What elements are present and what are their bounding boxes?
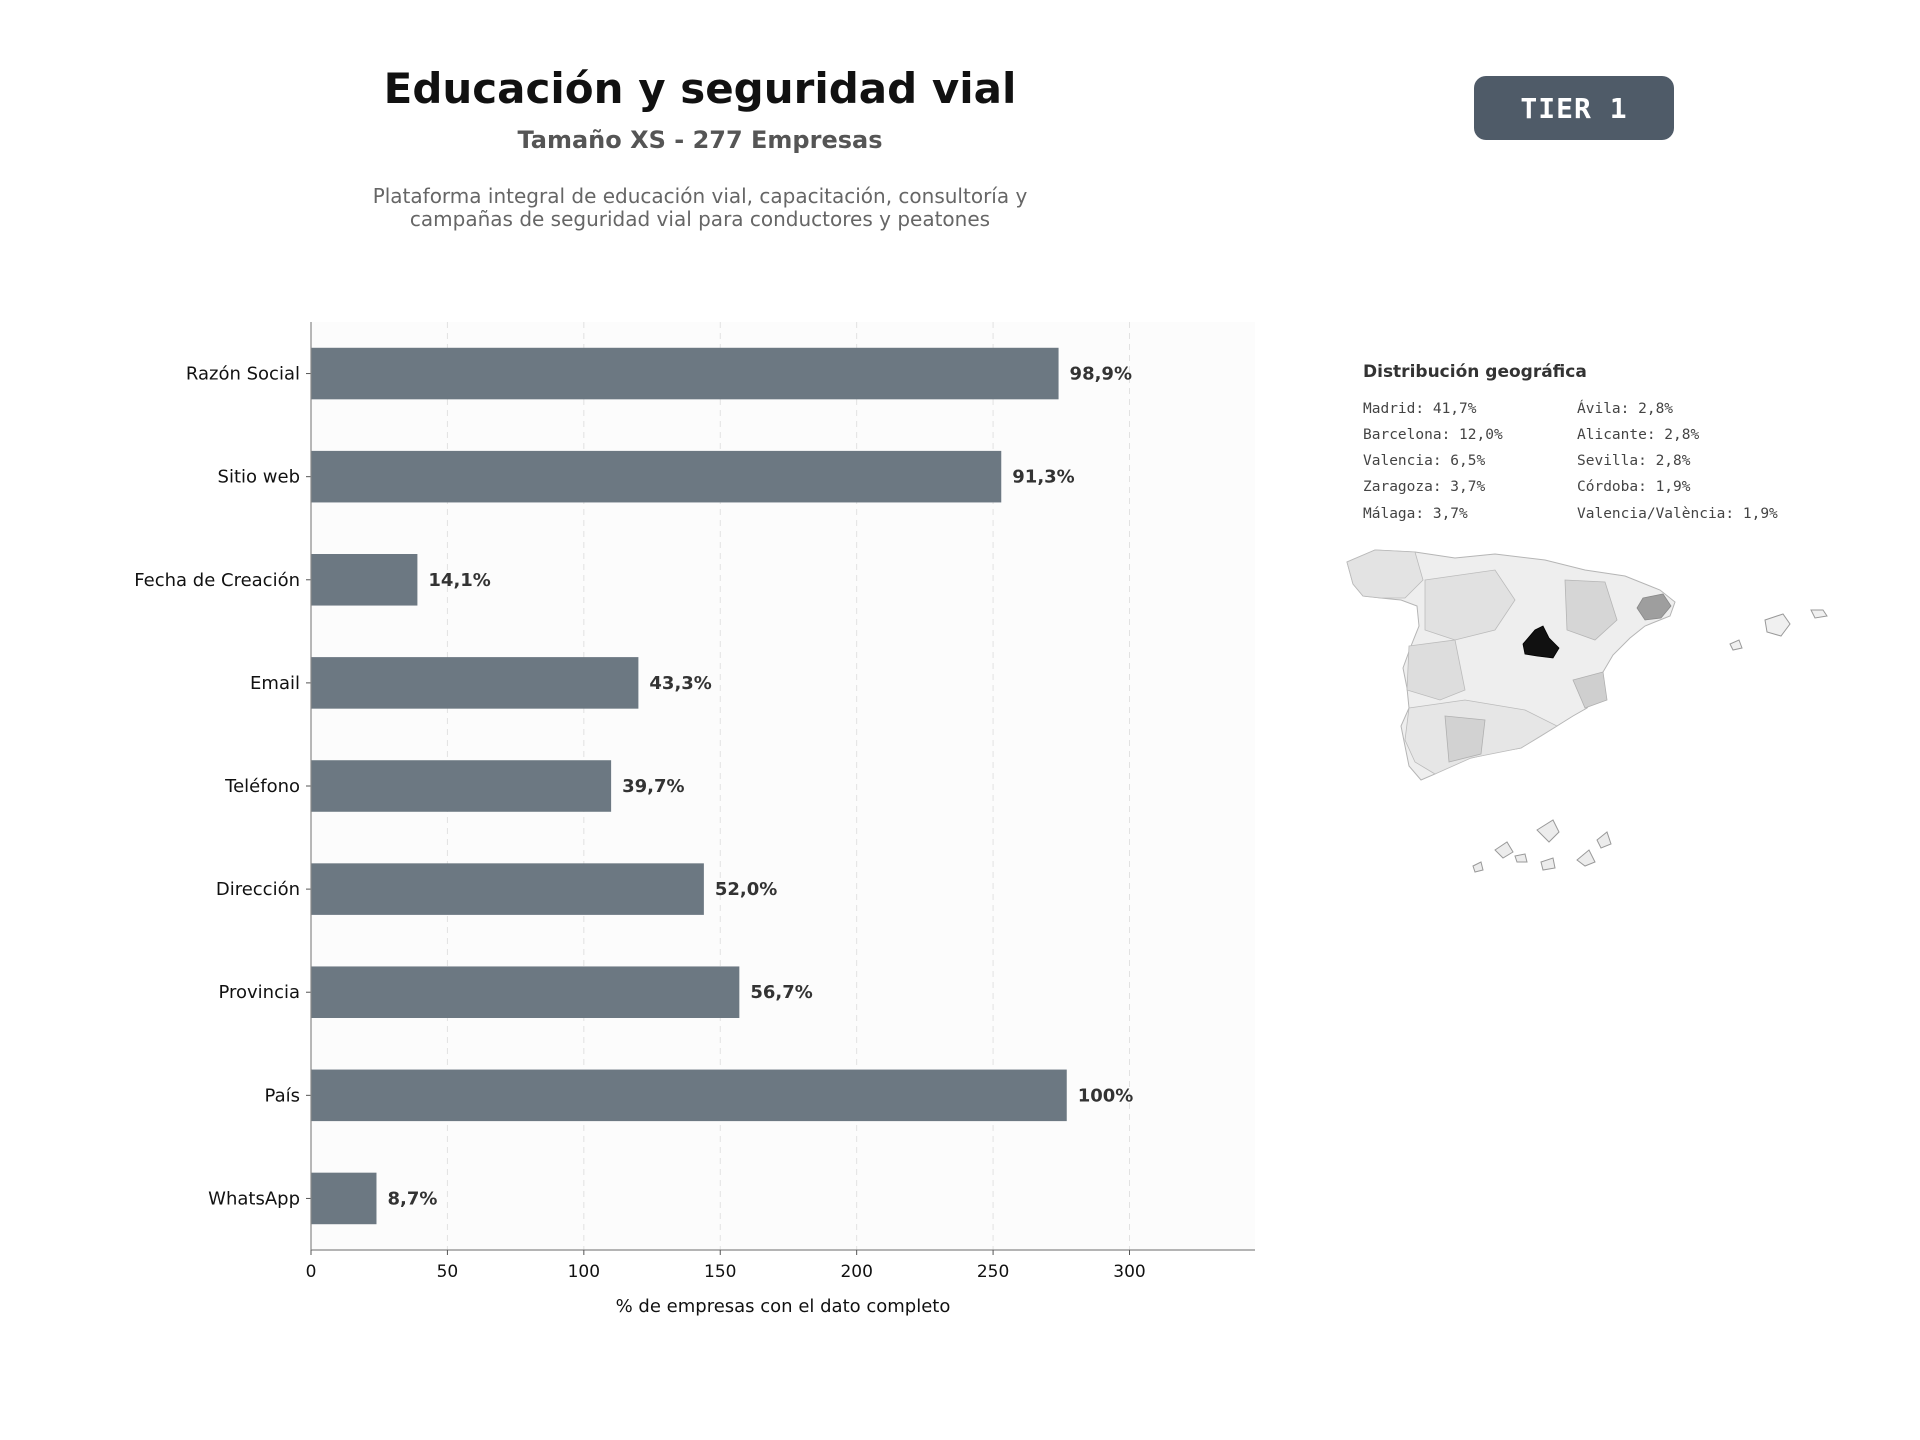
y-tick-label: Dirección	[216, 879, 300, 900]
geo-item-left-1: Madrid: 41,7%	[1363, 401, 1477, 417]
region-northwest	[1346, 549, 1424, 599]
region-valencia	[1572, 671, 1608, 709]
y-tick-label: Fecha de Creación	[134, 570, 300, 591]
geo-item-left-3: Valencia: 6,5%	[1363, 453, 1486, 469]
region-aragon	[1564, 579, 1618, 641]
bar-value-label: 56,7%	[750, 982, 812, 1003]
y-tick-label: WhatsApp	[208, 1188, 300, 1209]
geo-item-left-5: Málaga: 3,7%	[1363, 506, 1468, 522]
bar	[311, 1172, 377, 1225]
bar	[311, 863, 704, 915]
chart-description: Plataforma integral de educación vial, c…	[300, 185, 1100, 231]
bar-value-label: 98,9%	[1070, 364, 1132, 385]
bar	[311, 760, 612, 812]
x-tick-label: 100	[568, 1262, 600, 1282]
y-tick-label: Teléfono	[224, 776, 300, 797]
bar-value-label: 8,7%	[387, 1188, 437, 1209]
y-tick-label: Email	[250, 673, 300, 694]
y-tick-label: Provincia	[218, 982, 300, 1003]
x-axis-label: % de empresas con el dato completo	[616, 1296, 951, 1317]
geo-item-right-4: Córdoba: 1,9%	[1577, 479, 1691, 495]
bar-value-label: 43,3%	[649, 673, 711, 694]
bar	[311, 450, 1002, 503]
tier-badge: TIER 1	[1474, 76, 1674, 140]
bar	[311, 657, 639, 709]
geo-item-right-2: Alicante: 2,8%	[1577, 427, 1700, 443]
x-tick-label: 150	[704, 1262, 736, 1282]
canary-island-2	[1494, 841, 1514, 859]
spain-map	[1346, 549, 1828, 873]
bar	[311, 966, 740, 1018]
geo-item-left-2: Barcelona: 12,0%	[1363, 427, 1503, 443]
x-tick-label: 0	[306, 1262, 317, 1282]
y-tick-label: Sitio web	[218, 467, 300, 488]
balearic-mallorca	[1764, 613, 1791, 637]
chart-title: Educación y seguridad vial	[383, 64, 1017, 113]
canary-island-1	[1536, 819, 1560, 843]
region-extremadura	[1406, 639, 1466, 701]
balearic-ibiza	[1729, 639, 1743, 651]
bar	[311, 347, 1059, 400]
region-barcelona	[1636, 593, 1672, 621]
geo-distribution-title: Distribución geográfica	[1363, 362, 1587, 382]
region-madrid	[1522, 625, 1560, 659]
y-tick-label: País	[265, 1085, 300, 1106]
geo-item-right-5: Valencia/València: 1,9%	[1577, 506, 1778, 522]
x-tick-label: 250	[977, 1262, 1009, 1282]
x-tick-label: 300	[1113, 1262, 1145, 1282]
bar	[311, 554, 418, 606]
canary-island-6	[1596, 831, 1612, 849]
y-tick-label: Razón Social	[186, 364, 300, 385]
region-castilla	[1424, 569, 1516, 641]
canary-island-7	[1472, 861, 1484, 873]
region-sevilla	[1444, 715, 1486, 763]
description-line-1: Plataforma integral de educación vial, c…	[372, 184, 1028, 208]
geo-item-right-1: Ávila: 2,8%	[1577, 401, 1674, 417]
geo-item-left-4: Zaragoza: 3,7%	[1363, 479, 1486, 495]
canary-island-4	[1540, 857, 1556, 871]
bar-value-label: 100%	[1078, 1085, 1134, 1106]
canary-island-3	[1514, 853, 1528, 863]
balearic-menorca	[1810, 609, 1828, 619]
bar-value-label: 91,3%	[1012, 467, 1074, 488]
canary-island-5	[1576, 849, 1596, 867]
bar	[311, 1069, 1067, 1122]
bar-value-label: 39,7%	[622, 776, 684, 797]
chart-subtitle: Tamaño XS - 277 Empresas	[517, 126, 883, 154]
geo-item-right-3: Sevilla: 2,8%	[1577, 453, 1691, 469]
x-tick-label: 200	[840, 1262, 872, 1282]
x-tick-label: 50	[437, 1262, 459, 1282]
bar-value-label: 52,0%	[715, 879, 777, 900]
description-line-2: campañas de seguridad vial para conducto…	[409, 207, 991, 231]
bar-value-label: 14,1%	[428, 570, 490, 591]
